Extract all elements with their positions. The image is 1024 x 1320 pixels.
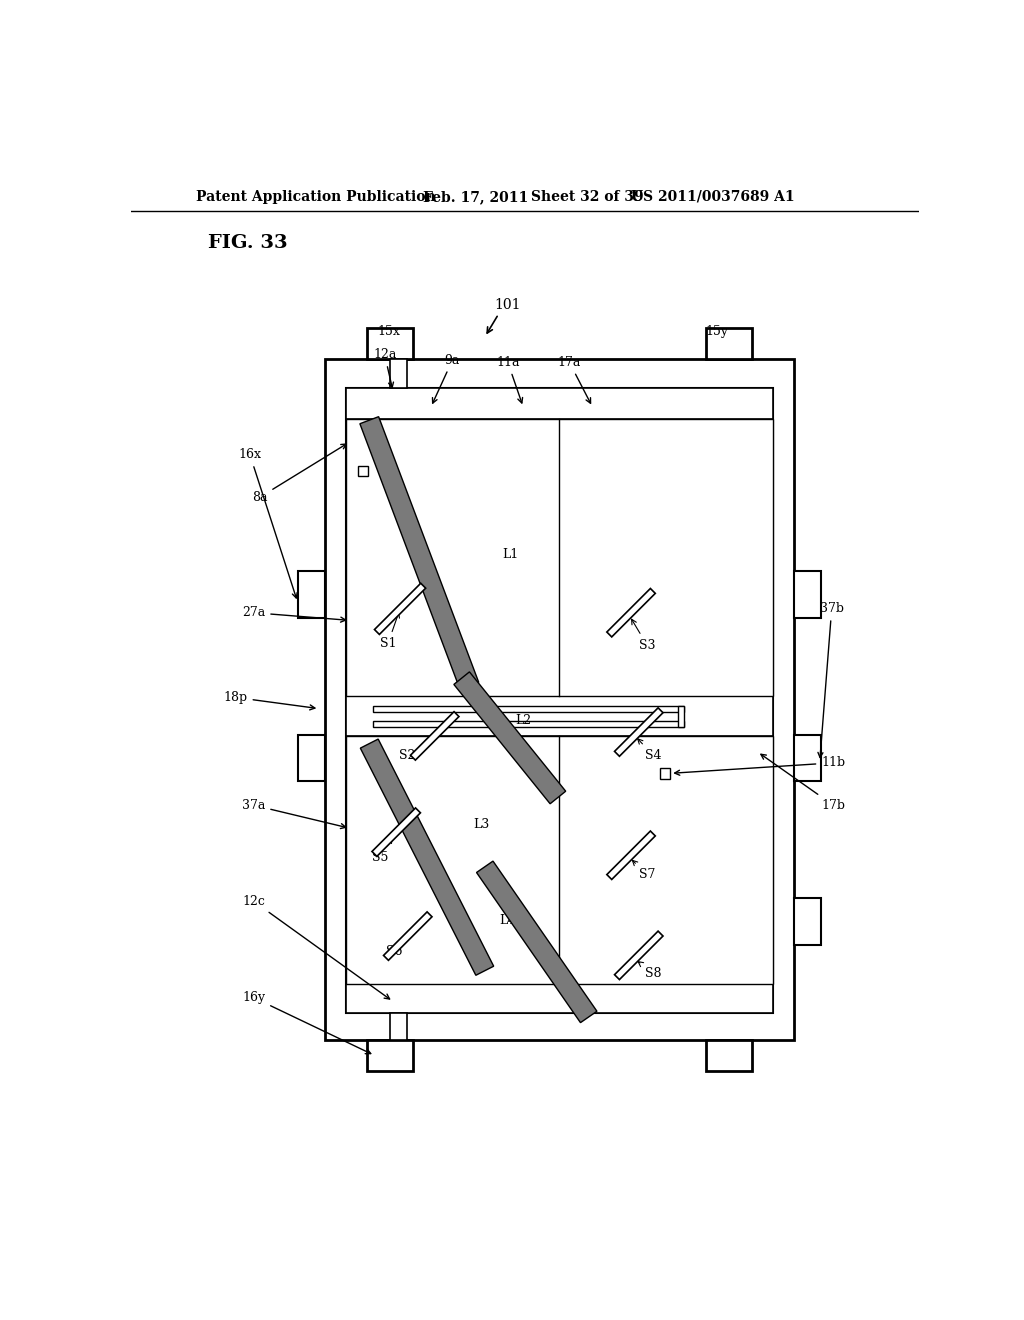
Bar [795, 899, 821, 945]
Polygon shape [375, 583, 426, 635]
Text: 27a: 27a [242, 606, 346, 622]
Text: 15y: 15y [706, 325, 729, 338]
Bar [390, 359, 407, 388]
Polygon shape [384, 912, 432, 961]
Bar [298, 735, 325, 781]
Bar [795, 735, 821, 781]
Text: L3: L3 [473, 818, 489, 832]
Bar [346, 388, 773, 418]
Text: 11b: 11b [675, 756, 846, 775]
Text: 12c: 12c [243, 895, 389, 999]
Polygon shape [359, 417, 479, 689]
Polygon shape [476, 861, 597, 1023]
Text: 16y: 16y [243, 991, 371, 1053]
Bar [346, 418, 773, 697]
Text: 8a: 8a [252, 444, 346, 504]
Bar [390, 1014, 407, 1040]
Text: L1: L1 [502, 548, 518, 561]
Bar [346, 697, 773, 737]
Text: 18p: 18p [223, 690, 315, 710]
Bar [367, 327, 413, 359]
Text: 16x: 16x [239, 449, 297, 598]
Bar [706, 327, 752, 359]
Text: S7: S7 [633, 861, 655, 880]
Bar [659, 768, 671, 779]
Polygon shape [614, 931, 663, 979]
Text: L4: L4 [500, 915, 516, 927]
Text: L2: L2 [515, 714, 531, 727]
Bar [346, 737, 773, 983]
Text: 17b: 17b [761, 754, 845, 812]
Text: S4: S4 [638, 739, 662, 762]
Bar [795, 572, 821, 618]
Bar [346, 388, 773, 1014]
Text: S6: S6 [386, 940, 404, 958]
Text: S8: S8 [638, 962, 662, 979]
Text: US 2011/0037689 A1: US 2011/0037689 A1 [631, 190, 795, 203]
Polygon shape [411, 711, 459, 760]
Text: 15x: 15x [377, 325, 400, 338]
Text: S5: S5 [372, 838, 392, 865]
Bar [373, 706, 684, 711]
Polygon shape [372, 808, 421, 857]
Polygon shape [614, 708, 663, 756]
Text: S2: S2 [399, 742, 431, 762]
Bar [706, 1040, 752, 1071]
Bar [325, 359, 795, 1040]
Text: S3: S3 [632, 619, 655, 652]
Polygon shape [607, 589, 655, 638]
Text: 37b: 37b [818, 602, 844, 758]
Bar [678, 706, 684, 727]
Text: Patent Application Publication: Patent Application Publication [196, 190, 435, 203]
Bar [298, 572, 325, 618]
Text: 11a: 11a [496, 356, 522, 403]
Bar [367, 1040, 413, 1071]
Text: 101: 101 [495, 298, 521, 312]
Bar [357, 466, 369, 477]
Text: 12a: 12a [373, 348, 396, 388]
Text: FIG. 33: FIG. 33 [208, 234, 287, 252]
Text: 17a: 17a [558, 356, 591, 403]
Text: 9a: 9a [432, 354, 460, 403]
Text: 37a: 37a [242, 799, 346, 829]
Bar [346, 983, 773, 1014]
Text: Sheet 32 of 39: Sheet 32 of 39 [531, 190, 644, 203]
Polygon shape [454, 672, 565, 804]
Bar [373, 721, 684, 727]
Text: S1: S1 [380, 612, 399, 649]
Polygon shape [607, 832, 655, 879]
Polygon shape [360, 739, 494, 975]
Text: Feb. 17, 2011: Feb. 17, 2011 [423, 190, 528, 203]
